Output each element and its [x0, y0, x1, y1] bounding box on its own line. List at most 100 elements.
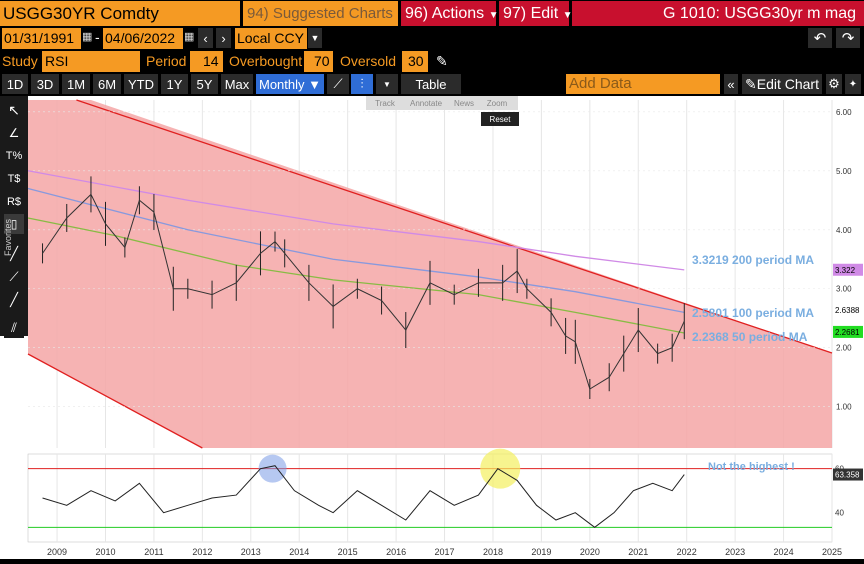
y-tick-label: 1.00 — [836, 403, 852, 412]
chevron-down-icon: ▼ — [488, 10, 499, 21]
cursor-icon[interactable]: ↖ — [8, 101, 20, 118]
chart-canvas[interactable]: 1.00 2.00 3.00 4.00 5.00 6.00 3.3219 200 perio… — [0, 96, 864, 559]
add-data-input[interactable]: Add Data — [566, 74, 720, 94]
period-label: Period — [146, 53, 187, 69]
x-tick-label: 2025 — [822, 547, 842, 557]
y-tick-label: 4.00 — [836, 226, 852, 235]
ma200-annotation: 3.3219 200 period MA — [692, 253, 814, 267]
range-3d[interactable]: 3D — [31, 74, 59, 94]
next-arrow-icon[interactable]: › — [216, 28, 231, 48]
rsi-badge-bg — [833, 468, 863, 481]
x-tick-label: 2017 — [435, 547, 455, 557]
suggested-charts-button[interactable]: 94) Suggested Charts — [243, 1, 398, 26]
prev-arrow-icon[interactable]: ‹ — [198, 28, 213, 48]
annotate-tool[interactable]: Annotate — [409, 98, 443, 108]
x-tick-label: 2018 — [483, 547, 503, 557]
table-button[interactable]: Table — [401, 74, 461, 94]
reset-label: Reset — [489, 114, 511, 124]
x-tick-label: 2024 — [774, 547, 794, 557]
price-tool-icon[interactable]: R$ — [6, 196, 22, 208]
overbought-label: Overbought — [229, 53, 303, 69]
oversold-field[interactable]: 30 — [402, 51, 428, 72]
x-tick-label: 2023 — [725, 547, 745, 557]
currency-select[interactable]: Local CCY — [235, 28, 307, 49]
edit-label: 97) Edit — [503, 5, 559, 22]
line-tool-icon[interactable]: ╱ — [10, 246, 18, 261]
chevron-down-icon[interactable]: ▼ — [308, 28, 322, 48]
range-5y[interactable]: 5Y — [191, 74, 218, 94]
range-max[interactable]: Max — [221, 74, 253, 94]
channel-tool-icon[interactable]: ⫽ — [4, 318, 24, 338]
edit-chart-button[interactable]: ✎ Edit Chart — [742, 74, 822, 94]
edit-menu[interactable]: 97) Edit ▼ — [499, 1, 573, 26]
overbought-field[interactable]: 70 — [304, 51, 333, 72]
range-1m[interactable]: 1M — [62, 74, 90, 94]
x-tick-label: 2011 — [144, 547, 163, 557]
range-1y[interactable]: 1Y — [161, 74, 188, 94]
reset-button[interactable]: Reset — [481, 112, 519, 126]
calendar-icon[interactable]: ▦ — [82, 31, 93, 43]
dollar-tool-icon[interactable]: T$ — [7, 173, 21, 185]
price-line — [42, 193, 685, 390]
actions-menu[interactable]: 96) Actions ▼ — [401, 1, 499, 26]
undo-icon[interactable]: ↶ — [808, 28, 832, 48]
line-chart-icon[interactable]: ⟋ — [327, 74, 349, 94]
ma-line — [27, 187, 685, 313]
x-tick-label: 2019 — [531, 547, 551, 557]
ma100-annotation: 2.5801 100 period MA — [692, 306, 814, 320]
x-tick-label: 2009 — [47, 547, 67, 557]
pencil-icon[interactable]: ✎ — [436, 53, 448, 69]
x-tick-label: 2016 — [386, 547, 406, 557]
rsi-tick-label: 40 — [835, 509, 844, 518]
chart-area[interactable]: 1.00 2.00 3.00 4.00 5.00 6.00 3.3219 200 perio… — [0, 96, 864, 559]
ma-line — [27, 170, 685, 271]
news-tool[interactable]: News — [453, 98, 474, 108]
start-date-field[interactable]: 01/31/1991 — [2, 28, 81, 49]
channel-lower-line — [27, 353, 203, 449]
frequency-select[interactable]: Monthly ▼ — [256, 74, 324, 94]
column-icon[interactable]: ▯ — [4, 214, 24, 234]
range-6m[interactable]: 6M — [93, 74, 121, 94]
study-select[interactable]: RSI — [42, 51, 140, 72]
calendar-icon[interactable]: ▦ — [184, 31, 195, 43]
rsi-badge: 63.358 — [835, 471, 860, 480]
x-tick-label: 2014 — [289, 547, 309, 557]
track-tool[interactable]: Track — [375, 98, 395, 108]
x-tick-label: 2020 — [580, 547, 600, 557]
x-tick-label: 2013 — [241, 547, 261, 557]
chevron-down-icon[interactable]: ▼ — [376, 74, 398, 94]
y-tick-label: 3.00 — [836, 285, 852, 294]
rsi-annotation: Not the highest ! — [708, 461, 795, 473]
oversold-label: Oversold — [340, 53, 397, 69]
trend-tool-icon[interactable]: ╱ — [10, 292, 18, 307]
y-tick-label: 5.00 — [836, 167, 852, 176]
percent-tool-icon[interactable]: T% — [5, 150, 23, 162]
end-date-field[interactable]: 04/06/2022 — [103, 28, 183, 49]
gear-icon[interactable]: ⚙ — [826, 74, 842, 94]
date-separator: - — [95, 29, 100, 45]
rsi-line — [42, 465, 685, 528]
ma200-badge-bg — [833, 263, 863, 276]
ray-tool-icon[interactable]: ⟋ — [9, 269, 19, 284]
channel-upper-line — [76, 99, 833, 354]
chevron-down-icon: ▼ — [562, 10, 573, 21]
x-tick-label: 2022 — [677, 547, 697, 557]
collapse-icon[interactable]: « — [724, 74, 738, 94]
period-field[interactable]: 14 — [190, 51, 223, 72]
x-axis-bg — [0, 543, 864, 559]
ticker-field[interactable]: USGG30YR Comdty — [0, 1, 240, 26]
actions-label: 96) Actions — [405, 5, 485, 22]
x-tick-label: 2010 — [95, 547, 115, 557]
last-price-badge: 2.6388 — [835, 306, 860, 315]
range-ytd[interactable]: YTD — [124, 74, 158, 94]
range-1d[interactable]: 1D — [2, 74, 28, 94]
bar-chart-icon[interactable]: ⫶ — [351, 74, 373, 94]
zoom-tool[interactable]: Zoom — [486, 98, 508, 108]
highlight-circle-blue — [258, 454, 287, 483]
chart-mini-toolbar: Track Annotate News Zoom — [366, 96, 518, 110]
y-tick-label: 6.00 — [836, 108, 852, 117]
pin-icon[interactable]: ✦ — [845, 74, 861, 94]
study-label: Study — [2, 53, 38, 69]
pen-icon[interactable]: ∠ — [8, 126, 20, 140]
redo-icon[interactable]: ↷ — [836, 28, 860, 48]
